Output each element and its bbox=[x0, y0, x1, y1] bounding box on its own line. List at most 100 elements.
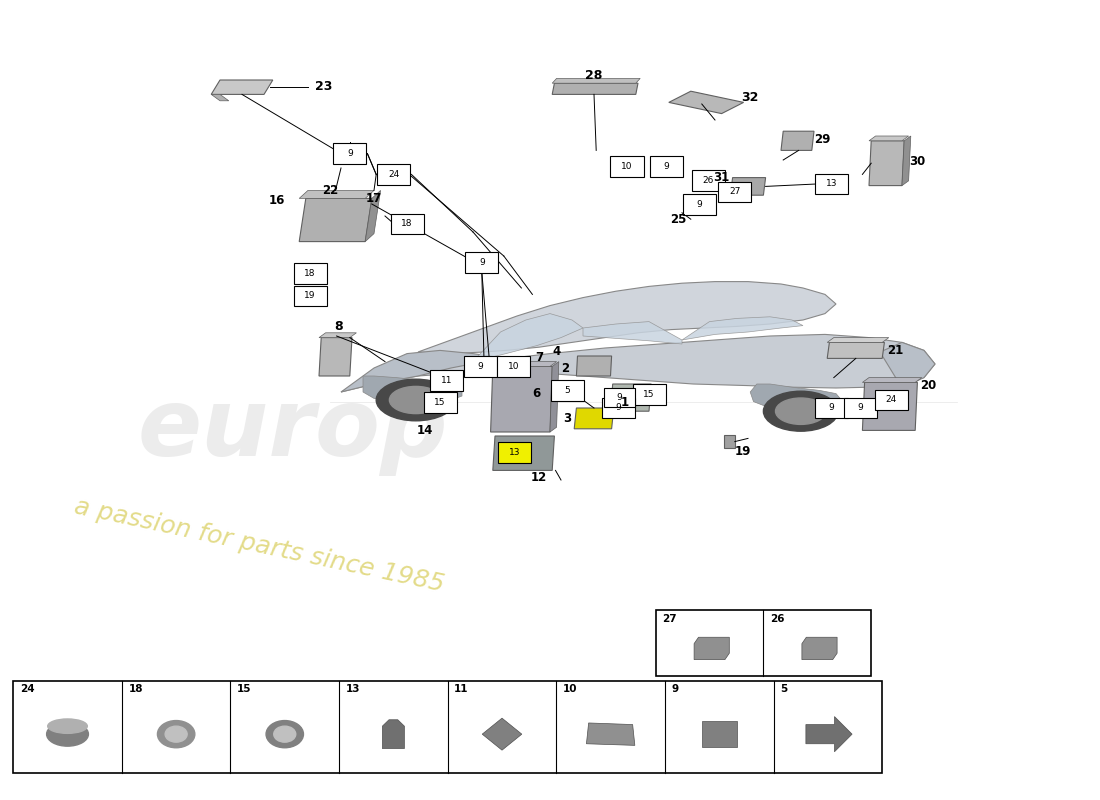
Polygon shape bbox=[211, 94, 229, 101]
Text: 19: 19 bbox=[305, 291, 316, 301]
Text: 1: 1 bbox=[620, 396, 629, 409]
FancyBboxPatch shape bbox=[683, 194, 716, 215]
Text: 27: 27 bbox=[662, 614, 676, 624]
Text: 11: 11 bbox=[441, 376, 452, 386]
Ellipse shape bbox=[266, 721, 304, 748]
Text: a passion for parts since 1985: a passion for parts since 1985 bbox=[72, 495, 446, 597]
Polygon shape bbox=[694, 638, 729, 660]
FancyBboxPatch shape bbox=[650, 156, 683, 177]
Text: 18: 18 bbox=[402, 219, 412, 229]
Ellipse shape bbox=[376, 379, 455, 421]
Polygon shape bbox=[724, 435, 735, 448]
Ellipse shape bbox=[157, 721, 195, 748]
Text: 9: 9 bbox=[616, 393, 623, 402]
FancyBboxPatch shape bbox=[551, 380, 584, 401]
Text: 13: 13 bbox=[509, 448, 520, 458]
Text: 9: 9 bbox=[346, 149, 353, 158]
Text: 25: 25 bbox=[671, 213, 686, 226]
Text: 6: 6 bbox=[532, 387, 541, 400]
Polygon shape bbox=[482, 718, 521, 750]
Ellipse shape bbox=[763, 391, 838, 431]
Polygon shape bbox=[806, 717, 852, 752]
Polygon shape bbox=[750, 384, 842, 410]
FancyBboxPatch shape bbox=[844, 398, 877, 418]
Ellipse shape bbox=[47, 719, 87, 734]
FancyBboxPatch shape bbox=[718, 182, 751, 202]
Polygon shape bbox=[862, 382, 917, 430]
Polygon shape bbox=[363, 376, 462, 402]
FancyBboxPatch shape bbox=[497, 356, 530, 377]
Text: 11: 11 bbox=[454, 684, 469, 694]
Polygon shape bbox=[827, 338, 889, 342]
Polygon shape bbox=[902, 136, 911, 186]
Text: 26: 26 bbox=[703, 176, 714, 186]
Text: 9: 9 bbox=[857, 403, 864, 413]
Text: 24: 24 bbox=[20, 684, 34, 694]
Text: 15: 15 bbox=[644, 390, 654, 399]
Text: 9: 9 bbox=[671, 684, 679, 694]
Text: 8: 8 bbox=[334, 320, 343, 333]
Polygon shape bbox=[552, 83, 638, 94]
FancyBboxPatch shape bbox=[692, 170, 725, 191]
Text: 27: 27 bbox=[729, 187, 740, 197]
FancyBboxPatch shape bbox=[377, 164, 410, 185]
FancyBboxPatch shape bbox=[632, 384, 666, 405]
Polygon shape bbox=[880, 342, 935, 388]
Polygon shape bbox=[869, 141, 904, 186]
Polygon shape bbox=[418, 282, 836, 354]
Polygon shape bbox=[383, 720, 405, 749]
Text: 22: 22 bbox=[322, 184, 338, 197]
Polygon shape bbox=[702, 722, 737, 747]
Text: 18: 18 bbox=[129, 684, 143, 694]
Text: 19: 19 bbox=[735, 445, 750, 458]
Polygon shape bbox=[586, 723, 635, 746]
Bar bbox=[656, 610, 871, 676]
Text: 30: 30 bbox=[910, 155, 925, 168]
FancyBboxPatch shape bbox=[464, 356, 497, 377]
Text: 24: 24 bbox=[388, 170, 399, 179]
Text: 3: 3 bbox=[563, 412, 572, 425]
Text: 17: 17 bbox=[366, 192, 382, 205]
Polygon shape bbox=[473, 314, 583, 362]
Polygon shape bbox=[682, 317, 803, 340]
Text: 10: 10 bbox=[508, 362, 519, 371]
FancyBboxPatch shape bbox=[815, 398, 848, 418]
Text: 14: 14 bbox=[417, 424, 432, 437]
Text: 15: 15 bbox=[238, 684, 252, 694]
Text: 13: 13 bbox=[345, 684, 360, 694]
Text: 32: 32 bbox=[741, 91, 759, 104]
Text: 9: 9 bbox=[696, 200, 703, 210]
Text: 9: 9 bbox=[828, 403, 835, 413]
Text: 15: 15 bbox=[434, 398, 446, 407]
Polygon shape bbox=[550, 362, 559, 432]
Text: 23: 23 bbox=[315, 80, 332, 93]
Text: 10: 10 bbox=[563, 684, 578, 694]
Text: 26: 26 bbox=[770, 614, 784, 624]
Polygon shape bbox=[827, 342, 884, 358]
Text: 9: 9 bbox=[663, 162, 670, 171]
Text: 16: 16 bbox=[270, 194, 285, 207]
Polygon shape bbox=[669, 91, 744, 114]
Polygon shape bbox=[583, 322, 682, 344]
Polygon shape bbox=[552, 78, 640, 83]
Text: 9: 9 bbox=[477, 362, 484, 371]
FancyBboxPatch shape bbox=[333, 143, 366, 164]
Text: 4: 4 bbox=[552, 346, 561, 358]
Text: 2: 2 bbox=[561, 362, 570, 374]
FancyBboxPatch shape bbox=[815, 174, 848, 194]
Ellipse shape bbox=[165, 726, 187, 742]
Polygon shape bbox=[576, 356, 612, 376]
FancyBboxPatch shape bbox=[498, 442, 531, 463]
Text: 13: 13 bbox=[826, 179, 837, 189]
Text: 31: 31 bbox=[714, 171, 729, 184]
Bar bbox=[13, 681, 882, 773]
Ellipse shape bbox=[274, 726, 296, 742]
Text: 7: 7 bbox=[535, 351, 543, 364]
FancyBboxPatch shape bbox=[465, 252, 498, 273]
Text: 9: 9 bbox=[478, 258, 485, 267]
Polygon shape bbox=[869, 136, 909, 141]
Polygon shape bbox=[341, 350, 506, 392]
Polygon shape bbox=[781, 131, 814, 150]
Text: 12: 12 bbox=[531, 471, 547, 484]
Text: europ: europ bbox=[138, 384, 448, 476]
